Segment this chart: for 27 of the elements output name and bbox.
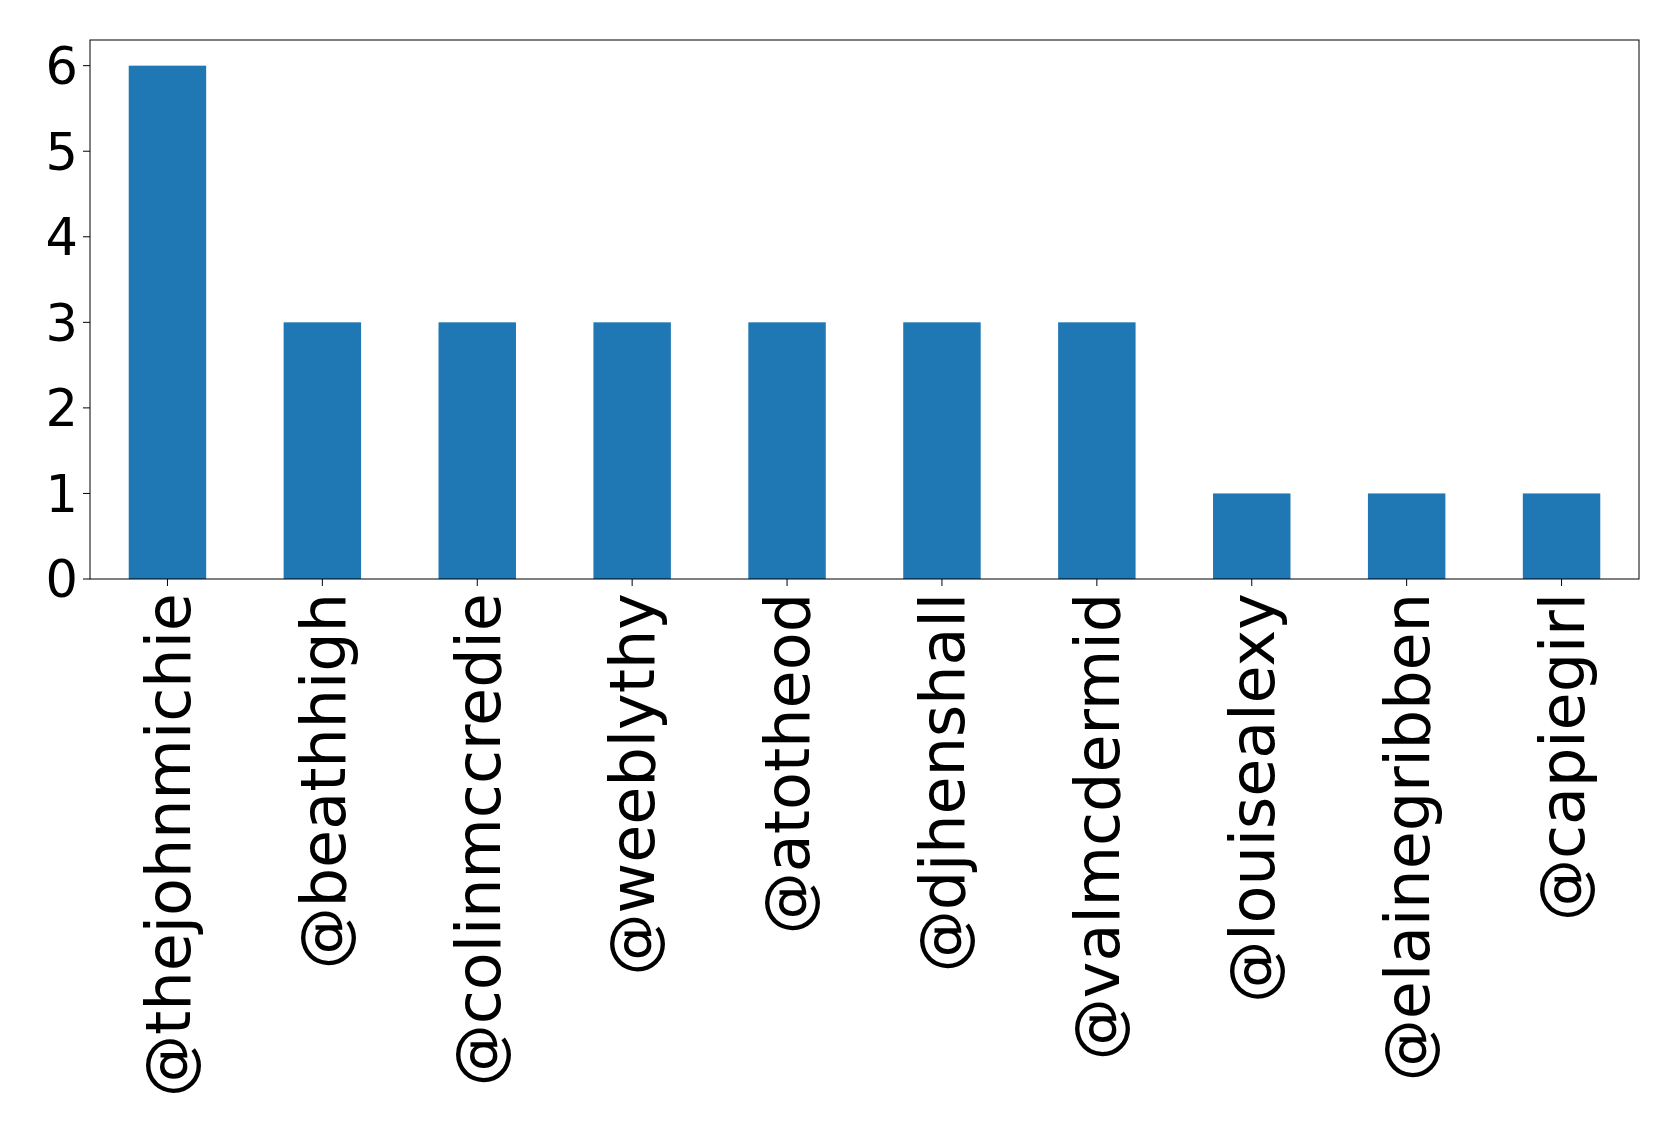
- bar: [593, 322, 671, 579]
- bar: [283, 322, 362, 579]
- y-tick-label: 2: [45, 379, 78, 439]
- x-tick-label: @capiegirl: [1525, 593, 1599, 922]
- x-tick-label: @weeblythy: [596, 593, 670, 976]
- x-tick-label: @elainegribben: [1370, 593, 1444, 1082]
- y-tick-label: 0: [45, 550, 78, 610]
- y-tick-label: 5: [45, 122, 78, 182]
- x-tick-label: @valmcdermid: [1061, 593, 1135, 1061]
- x-tick-label: @thejohnmichie: [131, 593, 205, 1097]
- bar: [903, 322, 981, 579]
- bar: [438, 322, 516, 579]
- x-tick-label: @colinmccredie: [441, 593, 515, 1087]
- y-tick-label: 6: [45, 37, 78, 97]
- y-tick-label: 4: [45, 208, 78, 268]
- bar: [1367, 493, 1446, 579]
- y-tick-label: 3: [45, 293, 78, 353]
- bar: [748, 322, 826, 579]
- bar: [128, 65, 207, 579]
- bar: [1058, 322, 1136, 579]
- bar: [1522, 493, 1601, 579]
- x-tick-label: @louisealexy: [1216, 593, 1290, 1003]
- y-tick-label: 1: [45, 464, 78, 524]
- x-tick-label: @beathhigh: [286, 593, 360, 970]
- x-tick-label: @atotheod: [751, 593, 825, 935]
- bar: [1213, 493, 1291, 579]
- x-tick-label: @djhenshall: [906, 593, 980, 973]
